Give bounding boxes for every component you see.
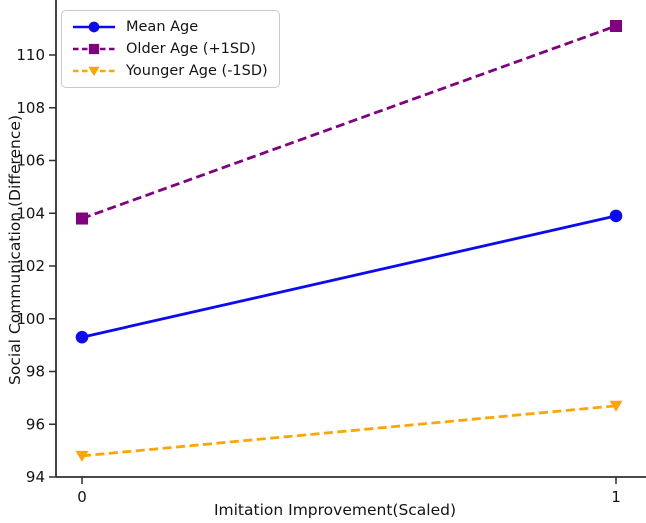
x-tick-label: 0 xyxy=(77,488,87,506)
legend: Mean Age Older Age (+1SD) Younger Age (-… xyxy=(61,10,280,88)
marker-circle-mean-age xyxy=(609,209,623,223)
y-tick-label: 108 xyxy=(16,99,45,117)
marker-square-older-age-1sd xyxy=(76,212,88,225)
y-tick-label: 96 xyxy=(26,415,45,433)
x-axis-title: Imitation Improvement(Scaled) xyxy=(213,501,457,519)
legend-swatch-marker-older-age-1sd xyxy=(88,43,100,55)
y-tick-label: 104 xyxy=(16,204,45,222)
marker-triangle-down-younger-age-1sd xyxy=(609,400,623,412)
legend-swatch-marker-younger-age-1sd xyxy=(88,66,100,77)
x-tick-label: 1 xyxy=(611,488,621,506)
y-tick-label: 100 xyxy=(16,310,45,328)
legend-item-younger-age: Younger Age (-1SD) xyxy=(71,61,268,81)
marker-triangle-down-younger-age-1sd xyxy=(75,450,89,462)
y-tick-label: 94 xyxy=(26,468,45,486)
y-axis-title: Social Communication (Difference) xyxy=(6,115,24,385)
y-tick-label: 106 xyxy=(16,152,45,170)
series-line-older-age-1sd xyxy=(81,24,617,220)
y-tick-label: 98 xyxy=(26,363,45,381)
legend-label-older-age: Older Age (+1SD) xyxy=(126,41,256,57)
legend-label-younger-age: Younger Age (-1SD) xyxy=(126,63,268,79)
marker-square-older-age-1sd xyxy=(610,19,622,32)
series-line-younger-age-1sd xyxy=(81,404,617,458)
legend-item-mean-age: Mean Age xyxy=(71,17,268,37)
series-line-mean-age xyxy=(81,214,617,339)
legend-swatch-mean-age xyxy=(73,21,115,33)
legend-label-mean-age: Mean Age xyxy=(126,19,199,35)
legend-item-older-age: Older Age (+1SD) xyxy=(71,39,268,59)
legend-swatch-older-age xyxy=(73,43,115,55)
y-tick-label: 102 xyxy=(16,257,45,275)
y-tick-label: 110 xyxy=(16,46,45,64)
legend-swatch-marker-mean-age xyxy=(88,21,100,33)
marker-circle-mean-age xyxy=(75,330,89,344)
legend-swatch-younger-age xyxy=(73,66,115,77)
